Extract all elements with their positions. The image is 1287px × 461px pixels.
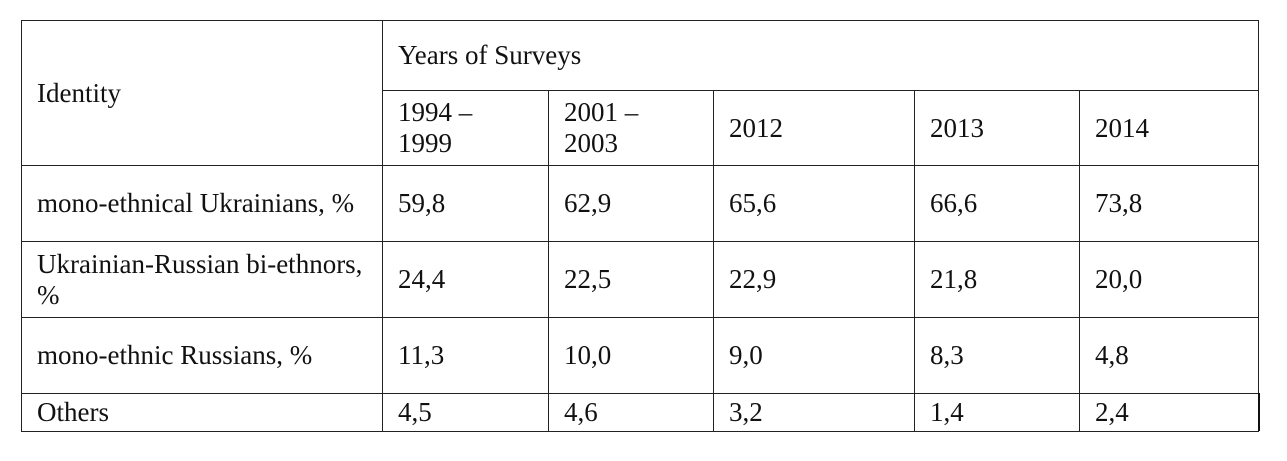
years-of-surveys-header-cell: Years of Surveys [381,20,1260,91]
value-cell: 4,5 [382,393,549,432]
row-label-cell: Ukrainian-Russian bi-ethnors, % [21,241,383,318]
value-cell: 21,8 [914,241,1080,318]
value-cell: 3,2 [713,393,915,432]
value-cell: 9,0 [713,317,915,394]
value-cell: 4,8 [1078,317,1260,394]
value-cell: 1,4 [914,393,1080,432]
text-cursor [1258,393,1260,431]
period-header-cell: 2012 [713,90,915,166]
row-label-cell: mono-ethnical Ukrainians, % [21,165,383,242]
value-cell: 22,9 [713,241,915,318]
period-header-row: 1994 –1999 2001 –2003 2012 2013 2014 [22,90,1260,166]
table-row: mono-ethnical Ukrainians, % 59,8 62,9 65… [21,165,1260,242]
value-cell: 66,6 [914,165,1080,242]
period-line: 2001 – [564,97,639,127]
period-header-cell: 1994 –1999 [382,90,549,166]
period-line: 1994 – [398,97,473,127]
value-cell: 62,9 [548,165,714,242]
period-header-cell: 2001 –2003 [548,90,714,166]
value-cell: 2,4 [1078,393,1260,432]
value-cell: 20,0 [1078,241,1260,318]
identity-survey-table: Identity Years of Surveys 1994 –1999 200… [21,20,1260,432]
identity-header-cell: Identity [21,20,383,166]
value-cell: 8,3 [914,317,1080,394]
period-line: 2003 [564,128,618,158]
value-cell: 22,5 [548,241,714,318]
table-row: mono-ethnic Russians, % 11,3 10,0 9,0 8,… [21,317,1260,394]
period-header-cell: 2014 [1078,90,1260,166]
value-cell: 73,8 [1078,165,1260,242]
row-label-cell: mono-ethnic Russians, % [21,317,383,394]
table-row: Others 4,5 4,6 3,2 1,4 2,4 [21,393,1260,432]
table-row: Ukrainian-Russian bi-ethnors, % 24,4 22,… [21,241,1260,318]
period-line: 1999 [398,128,452,158]
value-cell: 59,8 [382,165,549,242]
value-cell: 10,0 [548,317,714,394]
value-cell: 11,3 [382,317,549,394]
table-header-row: Identity Years of Surveys [21,20,1260,166]
value-cell: 65,6 [713,165,915,242]
period-header-cell: 2013 [914,90,1080,166]
value-cell: 24,4 [382,241,549,318]
row-label-cell: Others [21,393,383,432]
value-cell: 4,6 [548,393,714,432]
